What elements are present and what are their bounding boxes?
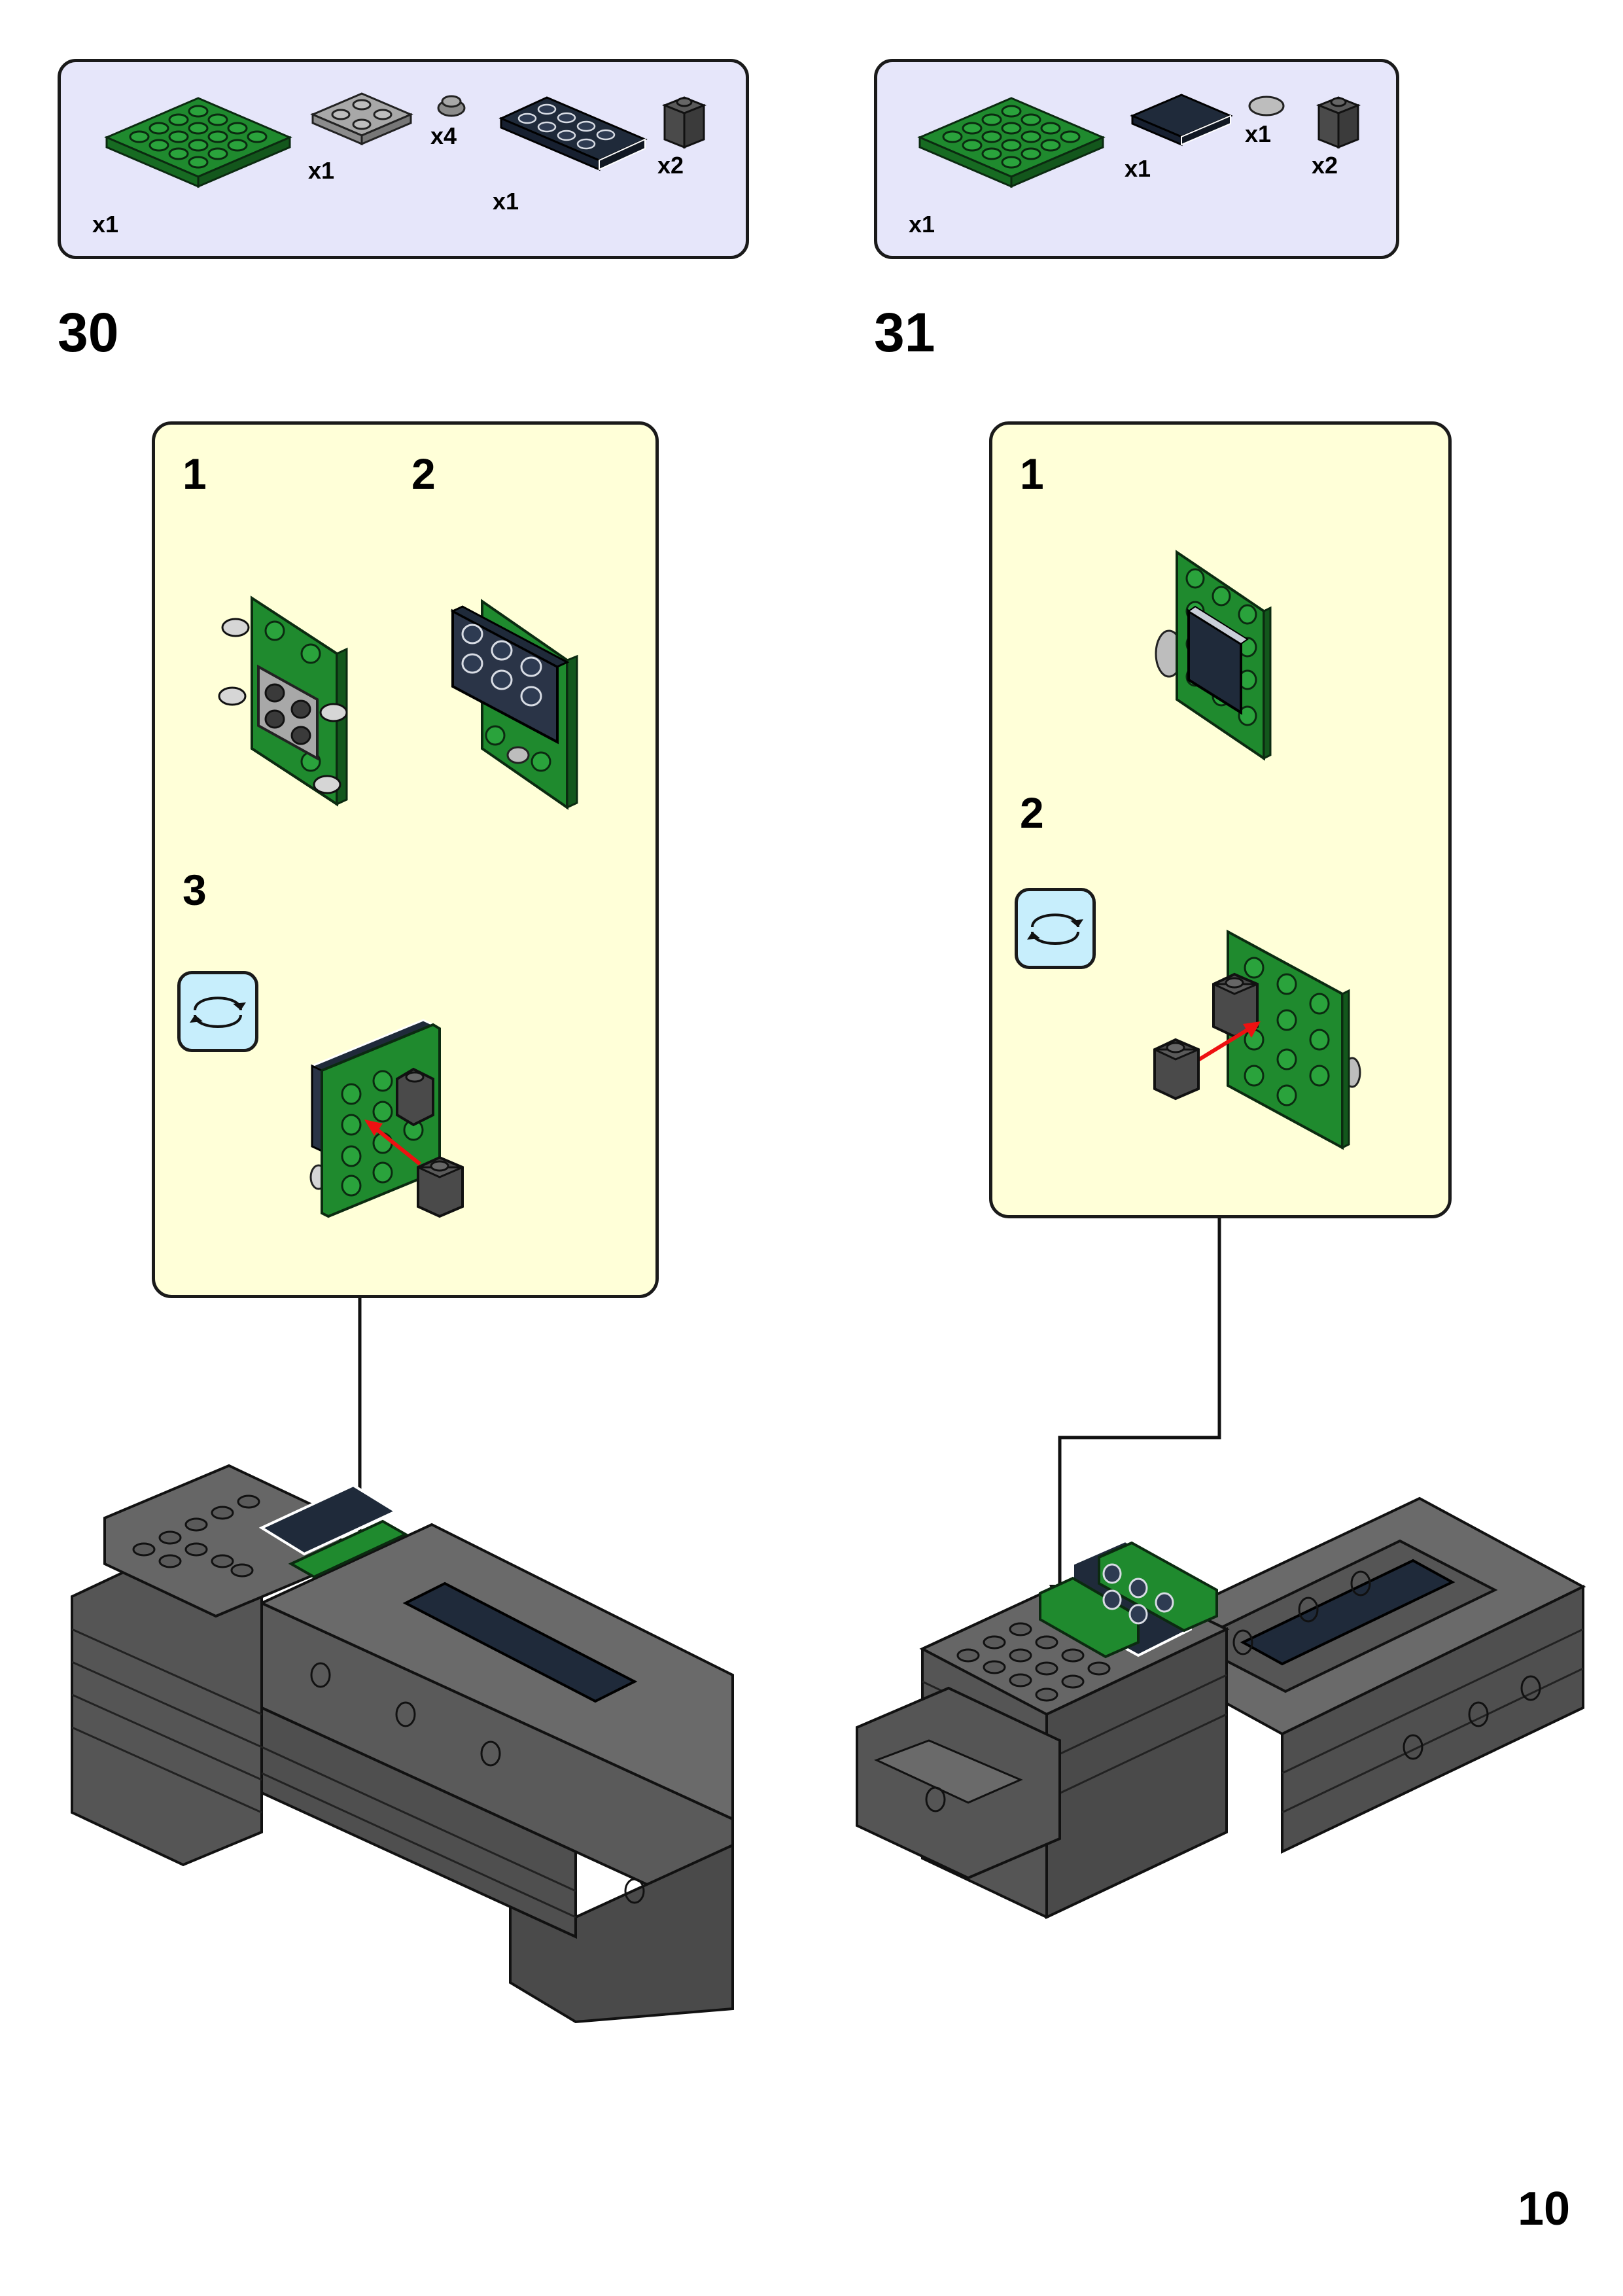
qty-label: x1	[1245, 120, 1272, 147]
substep-1-model	[1155, 550, 1272, 761]
gray-round-plate-icon	[437, 95, 466, 117]
dark-brick-1x1-icon	[661, 96, 707, 149]
substep-number: 1	[183, 450, 207, 498]
substep-number: 3	[183, 866, 207, 914]
substep-panel-step-30: 1 2 3	[152, 421, 659, 1298]
rotate-icon	[1015, 888, 1096, 969]
assembly-model	[71, 1464, 734, 2024]
qty-label: x1	[493, 188, 519, 215]
gray-round-tile-icon	[1248, 96, 1285, 116]
dark-brick-1x1-icon	[1316, 96, 1361, 149]
substep-number: 1	[1020, 450, 1044, 498]
substep-panel-step-31: 1 2	[989, 421, 1452, 1218]
step-number: 30	[58, 302, 119, 363]
qty-label: x1	[92, 211, 119, 238]
substep-2-model	[1153, 929, 1361, 1150]
qty-label: x1	[308, 157, 335, 184]
substep-number: 2	[1020, 788, 1044, 837]
gray-plate-2x2-icon	[310, 92, 413, 146]
parts-list-step-30: x1 x1 x4 x1 x2	[58, 59, 749, 259]
substep-3-model	[309, 1019, 464, 1218]
dark-tile-2x2-icon	[1130, 94, 1233, 147]
substep-2-model	[450, 599, 578, 810]
dark-plate-2x4-icon	[498, 96, 648, 171]
page-number: 10	[1518, 2183, 1571, 2235]
qty-label: x1	[909, 211, 935, 238]
qty-label: x2	[1312, 152, 1338, 179]
step-number: 31	[874, 302, 935, 363]
substep-number: 2	[411, 450, 436, 498]
qty-label: x4	[430, 122, 457, 149]
parts-list-step-31: x1 x1 x1 x2	[874, 59, 1399, 259]
qty-label: x2	[657, 152, 684, 179]
qty-label: x1	[1125, 155, 1151, 182]
rotate-icon	[177, 971, 258, 1052]
assembly-model	[856, 1496, 1586, 1920]
substep-1-model	[218, 595, 348, 807]
green-plate-4x4-icon	[104, 97, 292, 188]
green-plate-4x4-icon	[917, 97, 1106, 188]
